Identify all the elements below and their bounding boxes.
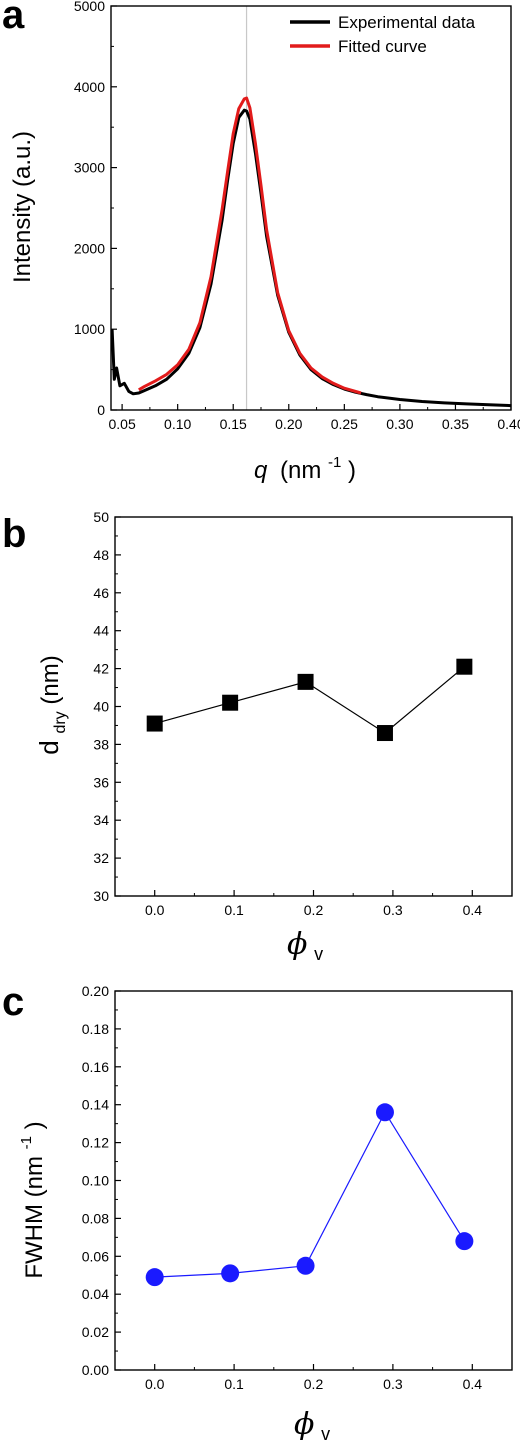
panel-c-plot-frame <box>114 990 513 1371</box>
diameter-data-point <box>146 715 163 732</box>
panel-c-series <box>145 1103 474 1287</box>
panel-c-x-tick-label: 0.2 <box>304 1376 324 1392</box>
panel-c-x-tick-label: 0.1 <box>224 1376 244 1392</box>
panel-a-x-tick-label: 0.25 <box>331 416 358 432</box>
panel-a-x-tick-label: 0.35 <box>442 416 469 432</box>
diameter-data-point <box>297 673 314 690</box>
panel-c-y-tick-label: 0.12 <box>82 1135 109 1151</box>
panel-a-y-tick-label: 0 <box>97 402 105 418</box>
panel-c-y-axis-title: FWHM (nm -1 ) <box>10 1121 48 1278</box>
panel-a-y-tick-label: 4000 <box>74 79 105 95</box>
panel-b-y-tick-label: 32 <box>93 850 109 866</box>
panel-b-x-axis-title: ϕ v <box>287 927 323 964</box>
panel-b-y-tick-label: 44 <box>93 623 109 639</box>
panel-a-plot-frame <box>110 5 512 411</box>
panel-c-y-tick-label: 0.08 <box>82 1210 109 1226</box>
diameter-data-point <box>222 694 239 711</box>
panel-a-spectrum-chart: a 0.05 0.10 0.15 0.20 0.25 0.30 0.35 0.40 0 1000 2… <box>2 0 520 484</box>
panel-c-fwhm-chart: c 0.0 0.1 0.2 0.3 0.4 0.00 0.02 0.04 0.06 0.08 0.1… <box>2 980 513 1444</box>
diameter-data-point <box>456 658 473 675</box>
panel-b-y-tick-label: 36 <box>93 774 109 790</box>
panel-b-plot-frame <box>114 516 513 897</box>
panel-b-y-tick-label: 38 <box>93 736 109 752</box>
panel-c-y-tick-label: 0.14 <box>82 1097 109 1113</box>
panel-b-x-tick-label: 0.2 <box>304 902 324 918</box>
experimental-data-line <box>110 108 512 408</box>
panel-c-y-tick-label: 0.00 <box>82 1362 109 1378</box>
panel-b-y-tick-label: 48 <box>93 547 109 563</box>
panel-c-y-tick-label: 0.04 <box>82 1286 109 1302</box>
fwhm-connecting-line <box>154 1111 465 1278</box>
panel-a-y-axis-title: Intensity (a.u.) <box>9 131 36 283</box>
panel-b-y-tick-label: 42 <box>93 661 109 677</box>
fitted-curve-line <box>138 96 362 395</box>
panel-a-x-tick-label: 0.05 <box>108 416 135 432</box>
panel-a-x-tick-label: 0.15 <box>220 416 247 432</box>
panel-a-x-tick-label: 0.10 <box>164 416 191 432</box>
panel-a-y-tick-label: 5000 <box>74 0 105 14</box>
panel-b-y-tick-label: 50 <box>93 509 109 525</box>
panel-a-letter: a <box>2 0 25 37</box>
panel-a-y-tick-label: 2000 <box>74 240 105 256</box>
panel-b-x-tick-label: 0.4 <box>463 902 483 918</box>
legend-label: Experimental data <box>338 13 476 32</box>
panel-b-ticks: 0.0 0.1 0.2 0.3 0.4 30 32 34 36 38 40 42 44 46 48 50 <box>93 509 482 918</box>
diameter-data-point <box>376 725 393 742</box>
legend-label: Fitted curve <box>338 37 427 56</box>
panel-a-x-tick-label: 0.30 <box>386 416 413 432</box>
fwhm-data-point <box>296 1256 315 1275</box>
panel-b-letter: b <box>2 512 26 556</box>
panel-a-x-axis-title: q (nm -1 ) <box>254 446 356 484</box>
fwhm-data-point <box>145 1268 164 1287</box>
panel-c-ticks: 0.0 0.1 0.2 0.3 0.4 0.00 0.02 0.04 0.06 0.08 0.10 0… <box>82 983 482 1392</box>
panel-b-x-tick-label: 0.0 <box>145 902 165 918</box>
panel-b-y-axis-title: d dry (nm) <box>34 655 71 754</box>
panel-b-y-tick-label: 40 <box>93 699 109 715</box>
panel-a-y-tick-label: 3000 <box>74 160 105 176</box>
panel-c-y-tick-label: 0.06 <box>82 1248 109 1264</box>
panel-a-x-tick-label: 0.40 <box>497 416 520 432</box>
panel-c-y-tick-label: 0.10 <box>82 1173 109 1189</box>
panel-c-x-axis-title: ϕ v <box>294 1407 330 1444</box>
fwhm-data-point <box>221 1264 240 1283</box>
panel-b-x-tick-label: 0.1 <box>224 902 244 918</box>
panel-b-y-tick-label: 46 <box>93 585 109 601</box>
panel-c-x-tick-label: 0.3 <box>383 1376 403 1392</box>
panel-c-x-tick-label: 0.0 <box>145 1376 165 1392</box>
panel-a-y-tick-label: 1000 <box>74 321 105 337</box>
panel-c-y-tick-label: 0.16 <box>82 1059 109 1075</box>
panel-b-x-tick-label: 0.3 <box>383 902 403 918</box>
panel-b-diameter-chart: b 0.0 0.1 0.2 0.3 0.43032343638404244464850 … <box>2 509 513 964</box>
panel-a-x-tick-label: 0.20 <box>275 416 302 432</box>
panel-a-legend: Experimental data Fitted curve <box>290 13 476 56</box>
fwhm-data-point <box>455 1232 474 1251</box>
panel-b-series <box>146 658 473 742</box>
fwhm-data-point <box>375 1103 394 1122</box>
panel-c-y-tick-label: 0.18 <box>82 1021 109 1037</box>
panel-b-y-tick-label: 30 <box>93 888 109 904</box>
panel-a-series <box>110 96 512 408</box>
panel-c-letter: c <box>2 980 24 1024</box>
panel-c-y-tick-label: 0.02 <box>82 1324 109 1340</box>
panel-b-y-tick-label: 34 <box>93 812 109 828</box>
panel-c-x-tick-label: 0.4 <box>463 1376 483 1392</box>
panel-a-ticks: 0.05 0.10 0.15 0.20 0.25 0.30 0.35 0.40 0 1000 200… <box>74 0 520 432</box>
panel-c-y-tick-label: 0.20 <box>82 983 109 999</box>
